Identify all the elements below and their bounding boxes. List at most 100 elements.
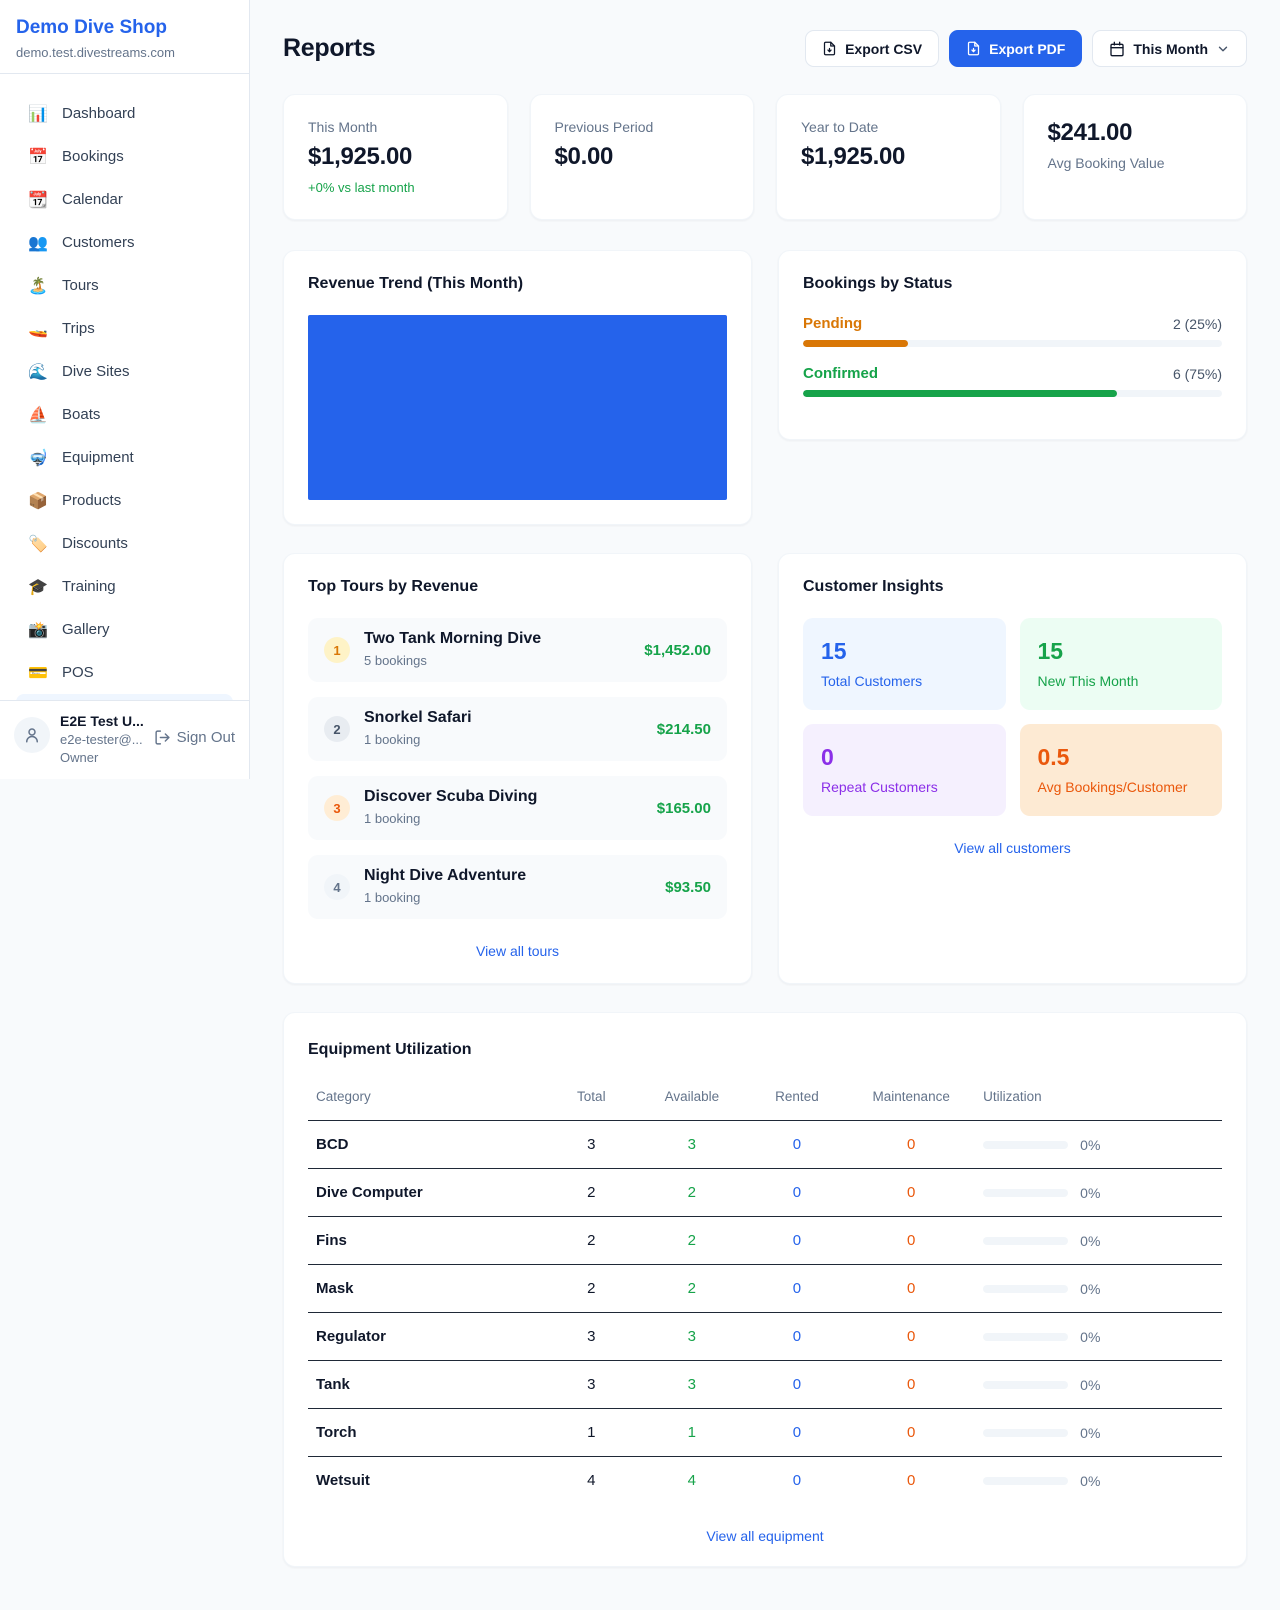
revenue-trend-chart (308, 315, 727, 500)
cell-category: BCD (308, 1120, 546, 1169)
tile-label: Total Customers (821, 673, 923, 689)
tour-name: Night Dive Adventure (364, 867, 527, 884)
sidebar-item-tours[interactable]: 🏝️ Tours (12, 264, 237, 307)
cell-category: Wetsuit (316, 1472, 370, 1489)
equipment-icon: 🤿 (28, 449, 48, 467)
cell-rented: 0 (746, 1216, 848, 1265)
sidebar-item-equipment[interactable]: 🤿 Equipment (12, 436, 237, 479)
sidebar-item-calendar[interactable]: 📆 Calendar (12, 178, 237, 221)
training-icon: 🎓 (28, 578, 48, 596)
sign-out-button[interactable]: Sign Out (154, 729, 235, 746)
tour-revenue: $214.50 (656, 720, 711, 738)
sidebar-item-label: Dashboard (62, 105, 136, 122)
sidebar-item-label: Dive Sites (62, 363, 130, 380)
tile-repeat-customers: 0 Repeat Customers (803, 724, 1006, 816)
sidebar-item-bookings[interactable]: 📅 Bookings (12, 135, 237, 178)
tile-label: Avg Bookings/Customer (1037, 779, 1188, 795)
tour-bookings: 5 bookings (364, 653, 427, 668)
stat-value: $1,925.00 (308, 143, 413, 170)
boats-icon: ⛵ (28, 406, 48, 424)
tile-number: 0.5 (1037, 744, 1070, 770)
tile-label: New This Month (1037, 673, 1139, 689)
cell-available: 1 (637, 1408, 747, 1457)
sidebar-item-boats[interactable]: ⛵ Boats (12, 393, 237, 436)
sidebar-item-label: Gallery (62, 621, 110, 638)
cell-total: 2 (545, 1216, 638, 1265)
cell-category: Fins (308, 1216, 546, 1265)
bookings-by-status-card: Bookings by Status Pending 2 (25%) Confi… (778, 250, 1247, 440)
export-pdf-button[interactable]: Export PDF (949, 30, 1083, 67)
sidebar-item-gallery[interactable]: 📸 Gallery (12, 608, 237, 651)
sidebar-item-label: POS (62, 664, 94, 681)
cell-total: 3 (545, 1120, 638, 1169)
status-value: 6 (75%) (1172, 365, 1222, 382)
stat-card-avg-booking-value: $241.00 Avg Booking Value (1022, 94, 1247, 220)
sidebar-item-label: Training (62, 578, 116, 595)
table-row: Fins 2 2 0 0 0% (308, 1216, 1222, 1265)
shop-name: Demo Dive Shop (16, 17, 167, 38)
sidebar-item-label: Tours (62, 277, 99, 294)
view-all-customers-link[interactable]: View all customers (954, 840, 1071, 856)
insights-row: Top Tours by Revenue 1 Two Tank Morning … (283, 553, 1247, 984)
cell-maintenance: 0 (907, 1472, 916, 1489)
utilization-bar (983, 1140, 1069, 1149)
view-all-equipment-link[interactable]: View all equipment (706, 1528, 824, 1544)
table-row: BCD 3 3 0 0 0% (308, 1120, 1222, 1169)
products-icon: 📦 (28, 492, 48, 510)
tile-label: Repeat Customers (821, 779, 938, 795)
view-all-tours-link[interactable]: View all tours (475, 943, 559, 959)
table-row: Torch 1 1 0 0 0% (308, 1408, 1222, 1457)
sidebar-item-discounts[interactable]: 🏷️ Discounts (12, 522, 237, 565)
col-maintenance: Maintenance (847, 1081, 976, 1121)
customer-insights-card: Customer Insights 15 Total Customers 15 … (778, 553, 1247, 984)
tile-number: 0 (821, 744, 834, 770)
sidebar-item-products[interactable]: 📦 Products (12, 479, 237, 522)
pos-icon: 💳 (28, 664, 48, 682)
equipment-utilization-card: Equipment Utilization Category Total Ava… (283, 1012, 1247, 1567)
export-csv-label: Export CSV (845, 40, 923, 57)
tour-revenue: $165.00 (656, 799, 711, 817)
sidebar-item-pos[interactable]: 💳 POS (12, 651, 237, 694)
sidebar-item-label: Bookings (62, 148, 124, 165)
period-select[interactable]: This Month (1092, 30, 1247, 67)
status-value: 2 (25%) (1172, 315, 1222, 332)
cell-available: 2 (637, 1264, 747, 1313)
cell-maintenance: 0 (847, 1360, 976, 1409)
tour-row: 2 Snorkel Safari 1 booking $214.50 (308, 697, 727, 761)
cell-category: Mask (308, 1264, 546, 1313)
rank-badge: 2 (324, 716, 350, 742)
cell-utilization: 0% (975, 1457, 1222, 1505)
status-bar-fill (803, 390, 1118, 397)
col-available: Available (637, 1081, 747, 1121)
col-rented: Rented (746, 1081, 848, 1121)
shop-domain: demo.test.divestreams.com (16, 45, 175, 60)
cell-available: 2 (637, 1216, 747, 1265)
cell-total: 1 (545, 1408, 638, 1457)
col-category: Category (308, 1081, 546, 1121)
utilization-bar (983, 1284, 1069, 1293)
sidebar-item-customers[interactable]: 👥 Customers (12, 221, 237, 264)
cell-total: 2 (545, 1264, 638, 1313)
calendar-icon (1110, 41, 1125, 56)
table-row: Regulator 3 3 0 0 0% (308, 1312, 1222, 1361)
tour-bookings: 1 booking (364, 811, 421, 826)
sidebar-item-label: Customers (62, 234, 135, 251)
cell-maintenance: 0 (847, 1168, 976, 1217)
cell-utilization: 0% (975, 1408, 1222, 1457)
utilization-bar (983, 1428, 1069, 1437)
sidebar-item-reports-partial[interactable] (16, 694, 233, 700)
sidebar-header: Demo Dive Shop demo.test.divestreams.com (0, 0, 249, 74)
cell-rented: 0 (746, 1168, 848, 1217)
sidebar-item-label: Trips (62, 320, 95, 337)
sidebar-item-trips[interactable]: 🚤 Trips (12, 307, 237, 350)
sidebar-item-dive-sites[interactable]: 🌊 Dive Sites (12, 350, 237, 393)
sidebar-item-training[interactable]: 🎓 Training (12, 565, 237, 608)
dive-sites-icon: 🌊 (28, 363, 48, 381)
sidebar-item-dashboard[interactable]: 📊 Dashboard (12, 92, 237, 135)
status-label: Confirmed (803, 365, 878, 382)
export-csv-button[interactable]: Export CSV (805, 30, 940, 67)
cell-available: 3 (637, 1360, 747, 1409)
cell-total: 3 (545, 1312, 638, 1361)
cell-category: Tank (308, 1360, 546, 1409)
equipment-utilization-title: Equipment Utilization (308, 1041, 472, 1058)
